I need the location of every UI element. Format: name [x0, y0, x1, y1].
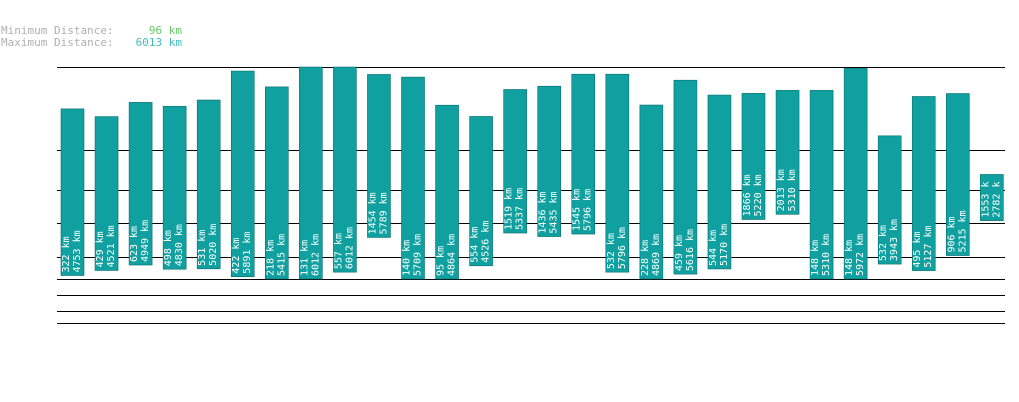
bar-label-low: 322 km: [61, 236, 72, 272]
bar-label-high: 4949 km: [140, 220, 151, 262]
range-bar: [775, 90, 800, 215]
bar-label-low: 1866 km: [742, 174, 753, 216]
legend-min-row: Minimum Distance: 96 km: [1, 25, 182, 37]
range-bar: [809, 90, 834, 280]
bar-label-low: 1545 km: [572, 189, 583, 231]
range-bar: [196, 99, 221, 270]
bar-label-high: 5337 km: [515, 188, 526, 230]
legend-min-value: 96 km: [148, 24, 182, 37]
bar-label-high: 3943 km: [889, 219, 900, 261]
range-bar: [877, 135, 902, 265]
range-bar: [128, 102, 153, 266]
range-bar: [980, 174, 1004, 221]
bar-label-high: 4830 km: [174, 224, 185, 266]
range-bar: [911, 96, 936, 271]
bar-label-high: 5435 km: [549, 191, 560, 233]
range-bar: [639, 104, 664, 280]
range-bar: [605, 73, 630, 273]
range-bar: [60, 108, 85, 276]
bar-label-low: 495 km: [912, 231, 923, 267]
bar-label-low: 148 km: [810, 240, 821, 276]
bar-label-high: 5020 km: [208, 224, 219, 266]
bar-label-high: 5170 km: [719, 224, 730, 266]
bar-label-low: 140 km: [402, 240, 413, 276]
legend-max-label: Maximum Distance:: [1, 36, 114, 49]
bar-label-low: 148 km: [844, 240, 855, 276]
bar-label-high: 5310 km: [821, 234, 832, 276]
bar-label-low: 2013 km: [776, 169, 787, 211]
legend-max-row: Maximum Distance: 6013 km: [1, 37, 182, 49]
range-bar: [707, 94, 732, 270]
bar-label-low: 422 km: [231, 238, 242, 274]
bar-label-low: 623 km: [129, 226, 140, 262]
range-bar: [537, 85, 562, 237]
legend-min-label: Minimum Distance:: [1, 24, 114, 37]
range-bar: [230, 70, 255, 277]
range-bar: [503, 89, 527, 234]
bar-label-high: 4864 km: [447, 234, 458, 276]
bar-label-low: 1519 km: [504, 188, 515, 230]
range-bar: [843, 68, 868, 280]
bar-label-high: 5796 km: [583, 189, 594, 231]
bar-label-high: 5709 km: [413, 234, 424, 276]
range-bar: [945, 93, 970, 256]
bar-label-high: 4526 km: [481, 221, 492, 263]
bar-label-low: 1553 k: [980, 182, 991, 218]
bars: 322 km 4753 km 429 km 4521 km 623 km 4949 km 4…: [60, 66, 1004, 280]
bar-label-low: 906 km: [946, 216, 957, 252]
bar-label-high: 6012 km: [310, 234, 321, 276]
bar-label-high: 5972 km: [855, 234, 866, 276]
bar-label-high: 4521 km: [106, 225, 117, 267]
bar-label-high: 5891 km: [242, 232, 253, 274]
bar-label-high: 5415 km: [276, 234, 287, 276]
bar-label-low: 1454 km: [367, 192, 378, 234]
range-bar: [741, 93, 766, 220]
bar-label-low: 532 km: [878, 225, 889, 261]
range-bar: [264, 86, 289, 280]
bar-label-low: 532 km: [606, 233, 617, 269]
bar-label-low: 218 km: [265, 240, 276, 276]
bar-label-low: 459 km: [674, 235, 685, 271]
bar-label-high: 4753 km: [72, 230, 83, 272]
bar-label-high: 5789 km: [378, 192, 389, 234]
bar-label-high: 5310 km: [787, 169, 798, 211]
legend: Minimum Distance: 96 km Maximum Distance: 6…: [1, 25, 182, 49]
range-bar: [401, 76, 425, 280]
bar-label-low: 1436 km: [538, 191, 549, 233]
bar-label-high: 6012 km: [344, 227, 355, 269]
legend-max-value: 6013 km: [135, 36, 182, 49]
bar-label-high: 4869 km: [651, 234, 662, 276]
range-bar: [367, 74, 391, 238]
bar-label-high: 2782 k: [991, 182, 1002, 218]
bar-label-high: 5796 km: [617, 227, 628, 269]
bar-label-low: 228 km: [640, 240, 651, 276]
range-bar: [94, 116, 119, 271]
bar-label-low: 531 km: [197, 230, 208, 266]
bar-label-low: 544 km: [708, 230, 719, 266]
bar-label-low: 95 km: [436, 246, 447, 276]
bar-label-high: 5220 km: [753, 174, 764, 216]
range-bar: [333, 66, 357, 273]
bar-label-low: 429 km: [95, 231, 106, 267]
range-bar: [162, 106, 187, 270]
bar-label-high: 5215 km: [957, 210, 968, 252]
bar-label-low: 557 km: [333, 233, 344, 269]
range-bar: [435, 104, 459, 280]
bar-label-high: 5616 km: [685, 229, 696, 271]
bar-label-low: 554 km: [470, 227, 481, 263]
range-bar: [673, 79, 698, 275]
bar-label-low: 498 km: [163, 230, 174, 266]
range-bar: [469, 116, 493, 267]
bar-label-low: 131 km: [299, 240, 310, 276]
range-bar: [299, 66, 323, 280]
range-bar: [571, 73, 596, 235]
bar-label-high: 5127 km: [923, 225, 934, 267]
